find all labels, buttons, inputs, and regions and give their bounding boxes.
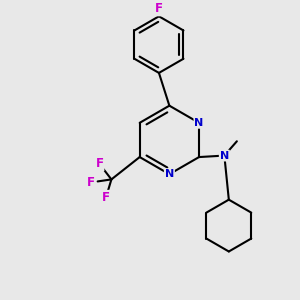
Text: F: F [102,191,110,204]
Text: F: F [95,158,104,170]
Text: F: F [155,2,163,15]
Text: N: N [165,169,174,179]
Text: F: F [87,176,95,189]
Text: N: N [194,118,204,128]
Text: N: N [220,151,229,160]
